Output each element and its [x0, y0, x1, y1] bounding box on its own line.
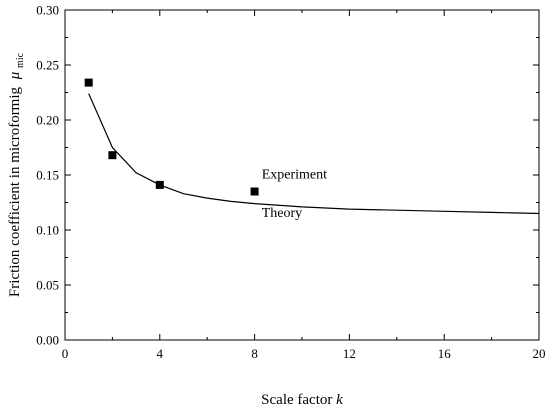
annotations: Experiment Theory — [262, 167, 327, 221]
experiment-point — [250, 187, 259, 196]
x-tick-label: 16 — [438, 346, 452, 361]
x-axis: 0 4 8 12 16 20 — [62, 10, 546, 361]
x-axis-label-var: k — [336, 392, 343, 408]
annotation-label: Experiment — [262, 167, 327, 182]
y-axis-label-text: Friction coefficient in microformig — [7, 86, 23, 297]
x-axis-label-text: Scale factor — [261, 392, 332, 408]
y-tick-label: 0.00 — [36, 333, 59, 348]
x-axis-label: Scale factor k — [261, 392, 343, 408]
y-tick-label: 0.05 — [36, 278, 59, 293]
experiment-point — [108, 151, 117, 160]
theory-curve — [88, 93, 540, 215]
x-tick-label: 4 — [157, 346, 164, 361]
x-tick-label: 0 — [62, 346, 69, 361]
y-axis-label: Friction coefficient in microformig μ mi… — [7, 52, 26, 297]
x-tick-label: 20 — [533, 346, 546, 361]
y-axis-label-sub: mic — [15, 52, 26, 68]
y-axis: 0.00 0.05 0.10 0.15 0.20 0.25 0.30 — [36, 3, 539, 348]
x-tick-label: 12 — [343, 346, 356, 361]
y-tick-label: 0.20 — [36, 113, 59, 128]
y-tick-label: 0.15 — [36, 168, 59, 183]
x-tick-label: 8 — [251, 346, 258, 361]
series-layer — [84, 78, 540, 215]
experiment-point — [84, 78, 93, 87]
y-tick-label: 0.30 — [36, 3, 59, 18]
y-tick-label: 0.10 — [36, 223, 59, 238]
annotation-label: Theory — [262, 206, 302, 221]
y-axis-label-var: μ — [7, 71, 23, 80]
y-tick-label: 0.25 — [36, 58, 59, 73]
